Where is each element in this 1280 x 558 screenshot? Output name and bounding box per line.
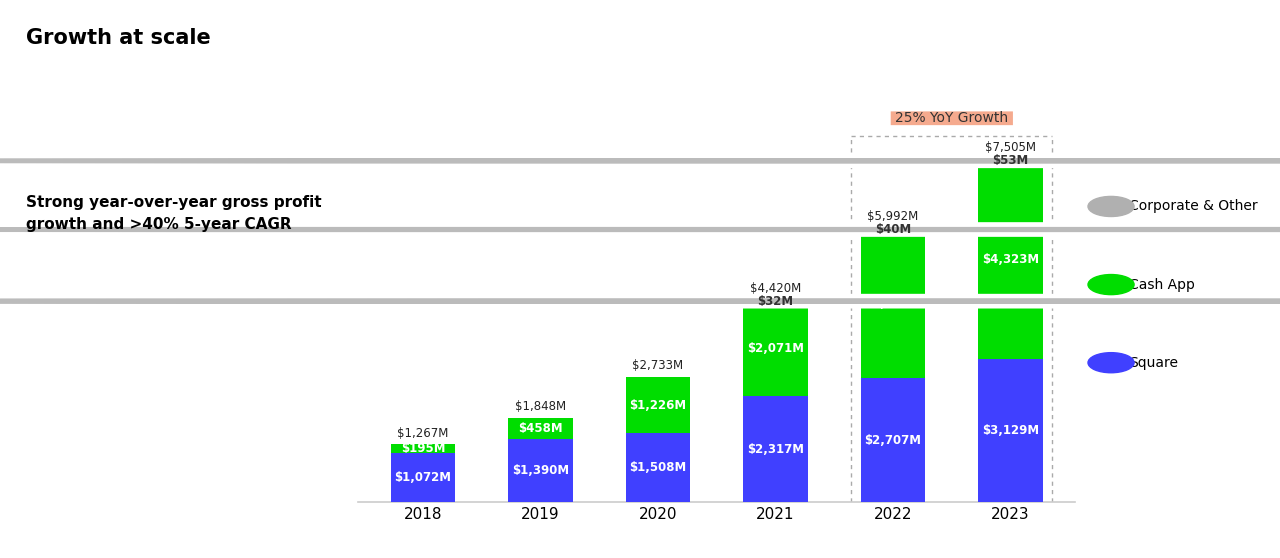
Bar — [978, 359, 1043, 502]
Text: $195M: $195M — [401, 442, 445, 455]
FancyBboxPatch shape — [0, 155, 1280, 167]
Text: $1,848M: $1,848M — [515, 400, 566, 413]
Bar — [860, 229, 925, 378]
Text: $32M: $32M — [758, 295, 794, 307]
Bar — [744, 396, 808, 502]
Bar — [390, 453, 456, 502]
FancyBboxPatch shape — [891, 112, 1012, 125]
Text: $3,129M: $3,129M — [982, 424, 1039, 437]
Text: $1,390M: $1,390M — [512, 464, 570, 477]
Text: $2,317M: $2,317M — [748, 442, 804, 456]
Text: $4,420M: $4,420M — [750, 282, 801, 295]
Bar — [626, 433, 690, 502]
Text: $40M: $40M — [876, 223, 911, 236]
Bar — [390, 444, 456, 453]
Bar — [626, 377, 690, 433]
Text: $458M: $458M — [518, 421, 563, 435]
Bar — [744, 301, 808, 396]
Bar — [978, 158, 1043, 161]
Text: Cash App: Cash App — [1129, 277, 1194, 292]
Text: $1,226M: $1,226M — [630, 398, 686, 412]
Text: $3,245M: $3,245M — [864, 297, 922, 310]
Text: Growth at scale: Growth at scale — [26, 28, 210, 48]
Text: $7,505M: $7,505M — [986, 141, 1036, 154]
Text: $1,508M: $1,508M — [630, 461, 686, 474]
Text: $1,072M: $1,072M — [394, 471, 452, 484]
Bar — [508, 439, 573, 502]
Text: Corporate & Other: Corporate & Other — [1129, 199, 1257, 214]
Bar — [978, 161, 1043, 359]
Text: $2,707M: $2,707M — [864, 434, 922, 447]
FancyBboxPatch shape — [0, 295, 1280, 307]
Text: 25% YoY Growth: 25% YoY Growth — [895, 111, 1009, 126]
Text: $2,071M: $2,071M — [748, 342, 804, 355]
Bar — [508, 417, 573, 439]
Text: $2,733M: $2,733M — [632, 359, 684, 372]
Text: Square: Square — [1129, 355, 1178, 370]
Bar — [860, 228, 925, 229]
Text: Strong year-over-year gross profit
growth and >40% 5-year CAGR: Strong year-over-year gross profit growt… — [26, 195, 321, 233]
Text: $5,992M: $5,992M — [868, 210, 919, 223]
Text: $1,267M: $1,267M — [397, 426, 449, 440]
FancyBboxPatch shape — [0, 224, 1280, 235]
Bar — [744, 300, 808, 301]
Text: $53M: $53M — [992, 155, 1029, 167]
Bar — [860, 378, 925, 502]
Text: $4,323M: $4,323M — [982, 253, 1039, 266]
